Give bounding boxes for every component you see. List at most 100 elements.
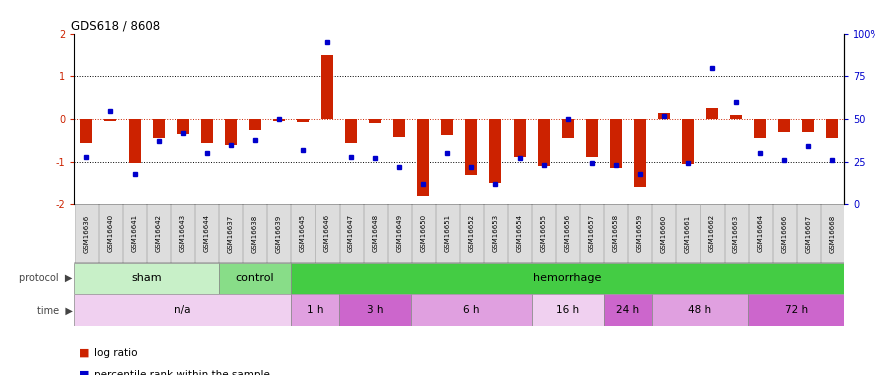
Text: GSM16654: GSM16654 [516,214,522,252]
Bar [243,204,266,262]
Bar [152,119,164,138]
Bar [749,204,772,262]
Text: 24 h: 24 h [616,305,640,315]
Bar [220,204,242,262]
Text: GSM16637: GSM16637 [228,214,234,253]
Bar [74,262,219,294]
Bar [682,119,694,164]
Text: 16 h: 16 h [556,305,579,315]
Bar [706,108,718,119]
Bar [321,55,333,119]
Bar [701,204,724,262]
Text: hemorrhage: hemorrhage [534,273,602,284]
Bar [436,204,458,262]
Text: GSM16639: GSM16639 [276,214,282,253]
Text: 72 h: 72 h [785,305,808,315]
Bar [514,119,526,158]
Text: 48 h: 48 h [689,305,711,315]
Bar [225,119,237,145]
Bar [634,119,646,188]
Bar [147,204,170,262]
Bar [290,294,340,326]
Text: GSM16646: GSM16646 [324,214,330,252]
Text: GSM16663: GSM16663 [733,214,739,253]
Text: n/a: n/a [174,305,191,315]
Bar [730,115,742,119]
Text: GSM16650: GSM16650 [420,214,426,252]
Bar [75,204,98,262]
Text: control: control [235,273,274,284]
Bar [364,204,387,262]
Bar [99,204,122,262]
Bar [676,204,699,262]
Bar [508,204,531,262]
Bar [748,294,844,326]
Text: GSM16645: GSM16645 [300,214,306,252]
Bar [290,262,844,294]
Bar [411,294,532,326]
Bar [532,294,604,326]
Text: GSM16653: GSM16653 [493,214,499,252]
Text: GSM16662: GSM16662 [709,214,715,252]
Text: GSM16657: GSM16657 [589,214,595,252]
Text: GSM16655: GSM16655 [541,214,547,252]
Bar [104,119,116,121]
Bar [74,294,290,326]
Bar [200,119,213,142]
Text: 1 h: 1 h [307,305,323,315]
Text: GSM16638: GSM16638 [252,214,258,253]
Bar [754,119,766,138]
Text: 3 h: 3 h [367,305,383,315]
Text: protocol  ▶: protocol ▶ [19,273,73,284]
Bar [724,204,747,262]
Bar [580,204,603,262]
Bar [466,119,478,174]
Bar [658,112,670,119]
Text: ■: ■ [79,370,89,375]
Text: GSM16668: GSM16668 [830,214,836,253]
Bar [628,204,651,262]
Bar [826,119,838,138]
Bar [340,294,411,326]
Bar [268,204,290,262]
Text: ■: ■ [79,348,89,357]
Bar [80,119,93,142]
Text: GSM16640: GSM16640 [108,214,114,252]
Text: GSM16661: GSM16661 [685,214,691,253]
Text: sham: sham [131,273,162,284]
Bar [393,119,405,137]
Bar [388,204,410,262]
Text: time  ▶: time ▶ [37,305,73,315]
Bar [773,204,795,262]
Bar [441,119,453,135]
Text: 6 h: 6 h [463,305,480,315]
Text: GSM16648: GSM16648 [372,214,378,252]
Bar [652,294,748,326]
Text: GSM16664: GSM16664 [757,214,763,252]
Bar [417,119,430,196]
Text: percentile rank within the sample: percentile rank within the sample [94,370,270,375]
Bar [460,204,483,262]
Bar [605,204,627,262]
Bar [172,204,194,262]
Bar [585,119,598,158]
Bar [248,119,261,130]
Text: GSM16642: GSM16642 [156,214,162,252]
Bar [412,204,435,262]
Bar [195,204,218,262]
Text: GDS618 / 8608: GDS618 / 8608 [71,20,159,33]
Bar [129,119,141,163]
Bar [604,294,652,326]
Bar [653,204,676,262]
Bar [123,204,146,262]
Bar [532,204,555,262]
Text: GSM16636: GSM16636 [83,214,89,253]
Bar [821,204,844,262]
Text: GSM16656: GSM16656 [564,214,570,252]
Text: GSM16666: GSM16666 [781,214,788,253]
Text: GSM16660: GSM16660 [661,214,667,253]
Bar [484,204,507,262]
Text: GSM16659: GSM16659 [637,214,643,252]
Bar [273,119,285,121]
Text: log ratio: log ratio [94,348,137,357]
